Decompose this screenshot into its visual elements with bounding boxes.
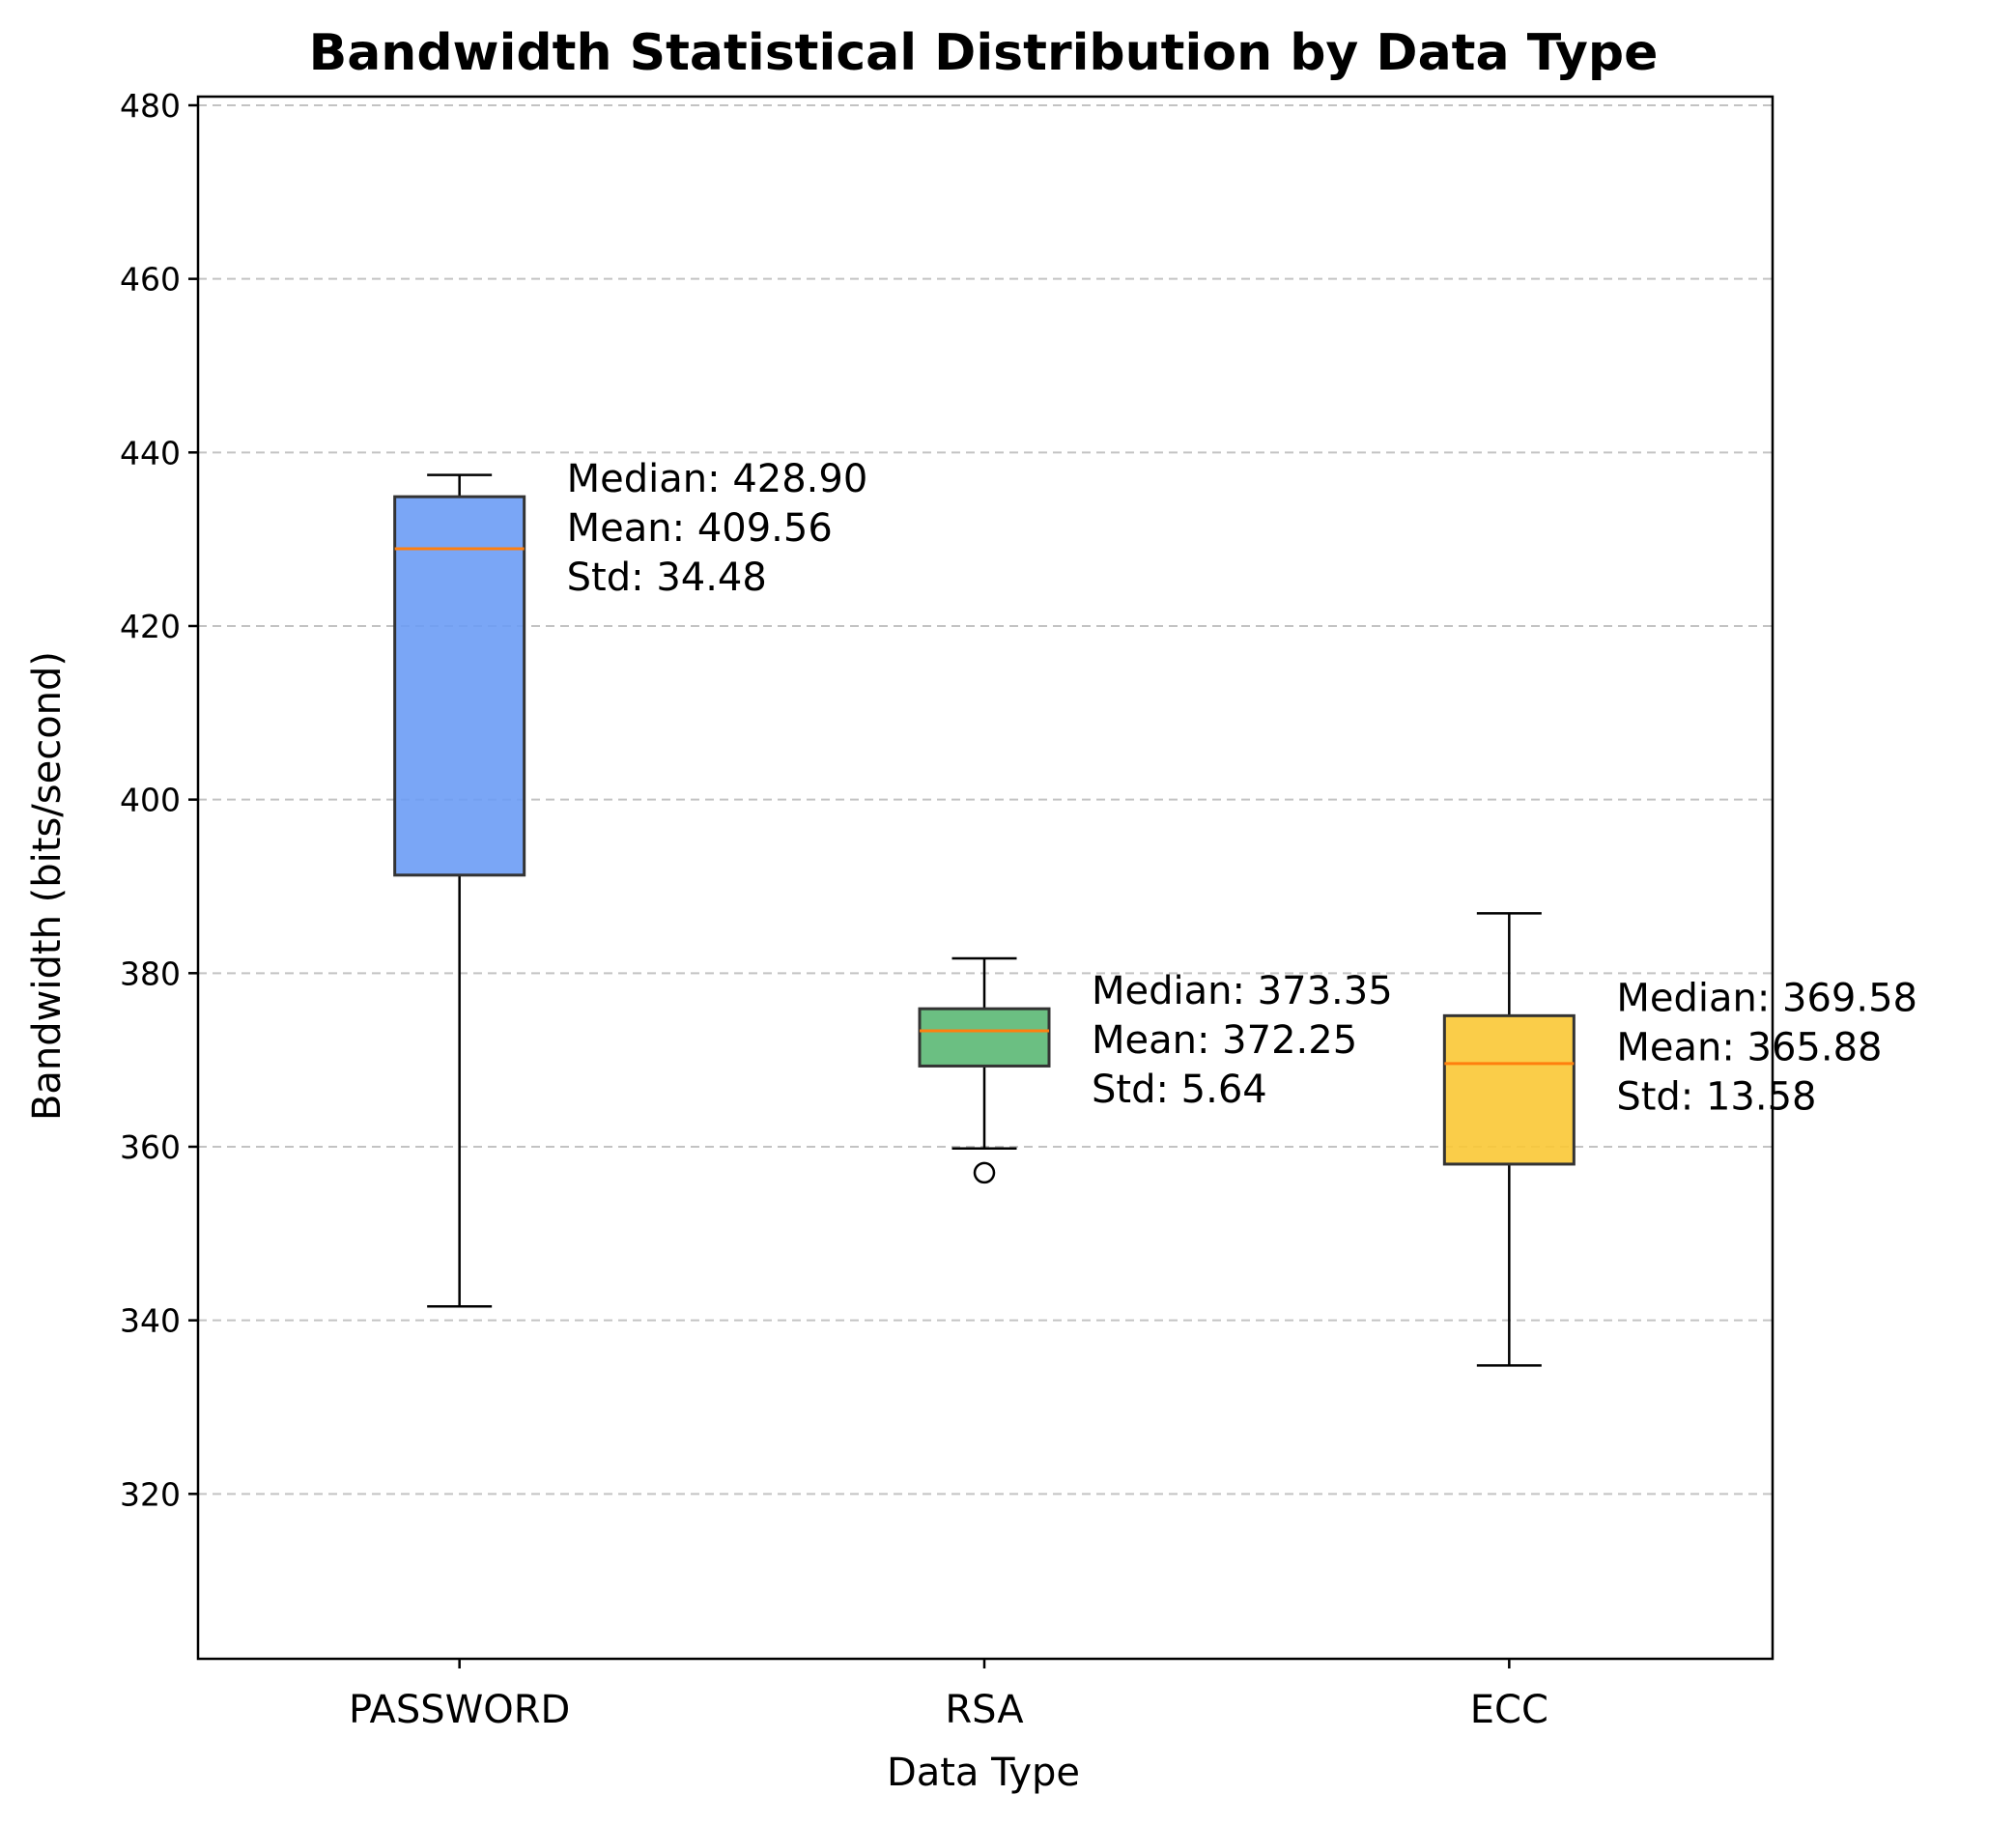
y-tick-label: 420 xyxy=(120,608,181,645)
y-tick-label: 460 xyxy=(120,261,181,299)
stat-annotation: Mean: 372.25 xyxy=(1092,1018,1357,1063)
stat-annotation: Std: 13.58 xyxy=(1616,1074,1816,1119)
outlier-point xyxy=(973,1161,996,1184)
x-tick-label: PASSWORD xyxy=(349,1688,570,1732)
annotations: Median: 428.90 Mean: 409.56 Std: 34.48 Medi… xyxy=(567,457,1917,1119)
y-axis-label: Bandwidth (bits/second) xyxy=(25,651,70,1121)
y-tick-label: 440 xyxy=(120,434,181,471)
stat-annotation: Median: 428.90 xyxy=(567,457,868,501)
x-tick-label: ECC xyxy=(1470,1688,1548,1732)
stat-annotation: Median: 369.58 xyxy=(1616,976,1917,1020)
stat-annotation: Mean: 365.88 xyxy=(1616,1025,1882,1069)
stat-annotation: Std: 34.48 xyxy=(567,556,767,600)
stat-annotation: Std: 5.64 xyxy=(1092,1068,1267,1112)
iqr-box xyxy=(393,495,526,877)
box-rsa xyxy=(918,956,1051,1184)
y-tick-label: 320 xyxy=(120,1475,181,1513)
x-tick-label: RSA xyxy=(945,1688,1024,1732)
y-tick-label: 400 xyxy=(120,782,181,819)
y-tick-label: 340 xyxy=(120,1302,181,1340)
chart-title: Bandwidth Statistical Distribution by Da… xyxy=(309,24,1659,82)
y-tick-label: 480 xyxy=(120,87,181,125)
stat-annotation: Median: 373.35 xyxy=(1092,969,1393,1013)
iqr-box xyxy=(918,1007,1051,1068)
y-tick-label: 360 xyxy=(120,1128,181,1166)
stat-annotation: Mean: 409.56 xyxy=(567,506,833,551)
plot-frame xyxy=(196,95,1775,1661)
iqr-box xyxy=(1442,1013,1576,1166)
boxes xyxy=(393,473,1576,1367)
y-tick-label: 380 xyxy=(120,955,181,992)
box-ecc xyxy=(1442,912,1576,1367)
axes: 320 340 360 380 400 420 440 460 480 PASSWORD RSA EC… xyxy=(120,87,1548,1732)
box-password xyxy=(393,473,526,1308)
x-axis-label: Data Type xyxy=(887,1751,1080,1795)
